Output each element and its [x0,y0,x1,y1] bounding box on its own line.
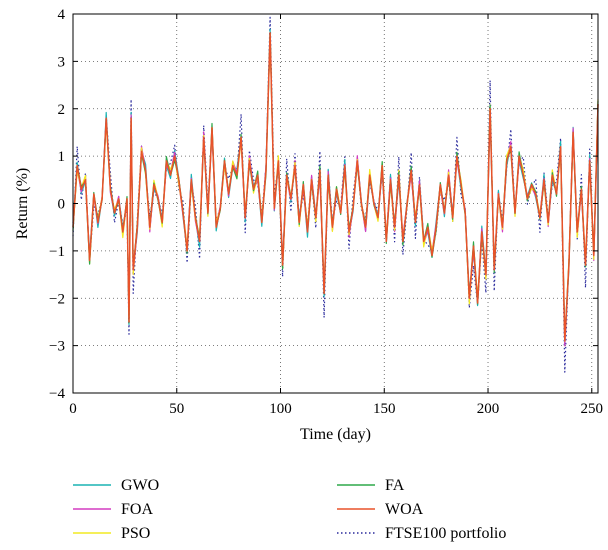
y-tick-label: −2 [49,291,65,307]
series-line-ftse100-portfolio [72,16,599,373]
x-tick-label: 250 [581,401,604,417]
x-tick-label: 200 [477,401,500,417]
legend-label: FA [385,477,405,494]
x-tick-label: 100 [269,401,292,417]
legend: GWO FOA PSO FA WOA FTSE100 portfolio [73,477,506,542]
y-axis-label: Return (%) [14,168,31,240]
legend-label: WOA [385,501,424,518]
y-tick-label: 4 [58,7,66,23]
legend-label: GWO [121,477,159,494]
series-lines [72,16,599,373]
x-tick-label: 50 [169,401,184,417]
series-line-fa [72,32,599,338]
y-tick-label: −3 [49,339,65,355]
x-tick-label: 150 [373,401,396,417]
y-tick-label: 1 [58,149,66,165]
legend-label: FOA [121,501,153,518]
y-tick-label: −4 [49,386,65,402]
series-line-pso [72,37,599,342]
legend-label: PSO [121,525,150,542]
x-tick-label: 0 [69,401,77,417]
axis-ticks: 0 50 100 150 200 250 4 3 2 1 0 −1 −2 −3 −4 [49,7,603,417]
y-tick-label: 3 [58,54,66,70]
legend-label: FTSE100 portfolio [385,525,506,542]
y-tick-label: −1 [49,244,65,260]
y-tick-label: 0 [58,197,66,213]
x-axis-label: Time (day) [300,426,371,443]
y-tick-label: 2 [58,102,66,118]
series-line-gwo [72,28,599,346]
series-line-woa [72,32,599,342]
